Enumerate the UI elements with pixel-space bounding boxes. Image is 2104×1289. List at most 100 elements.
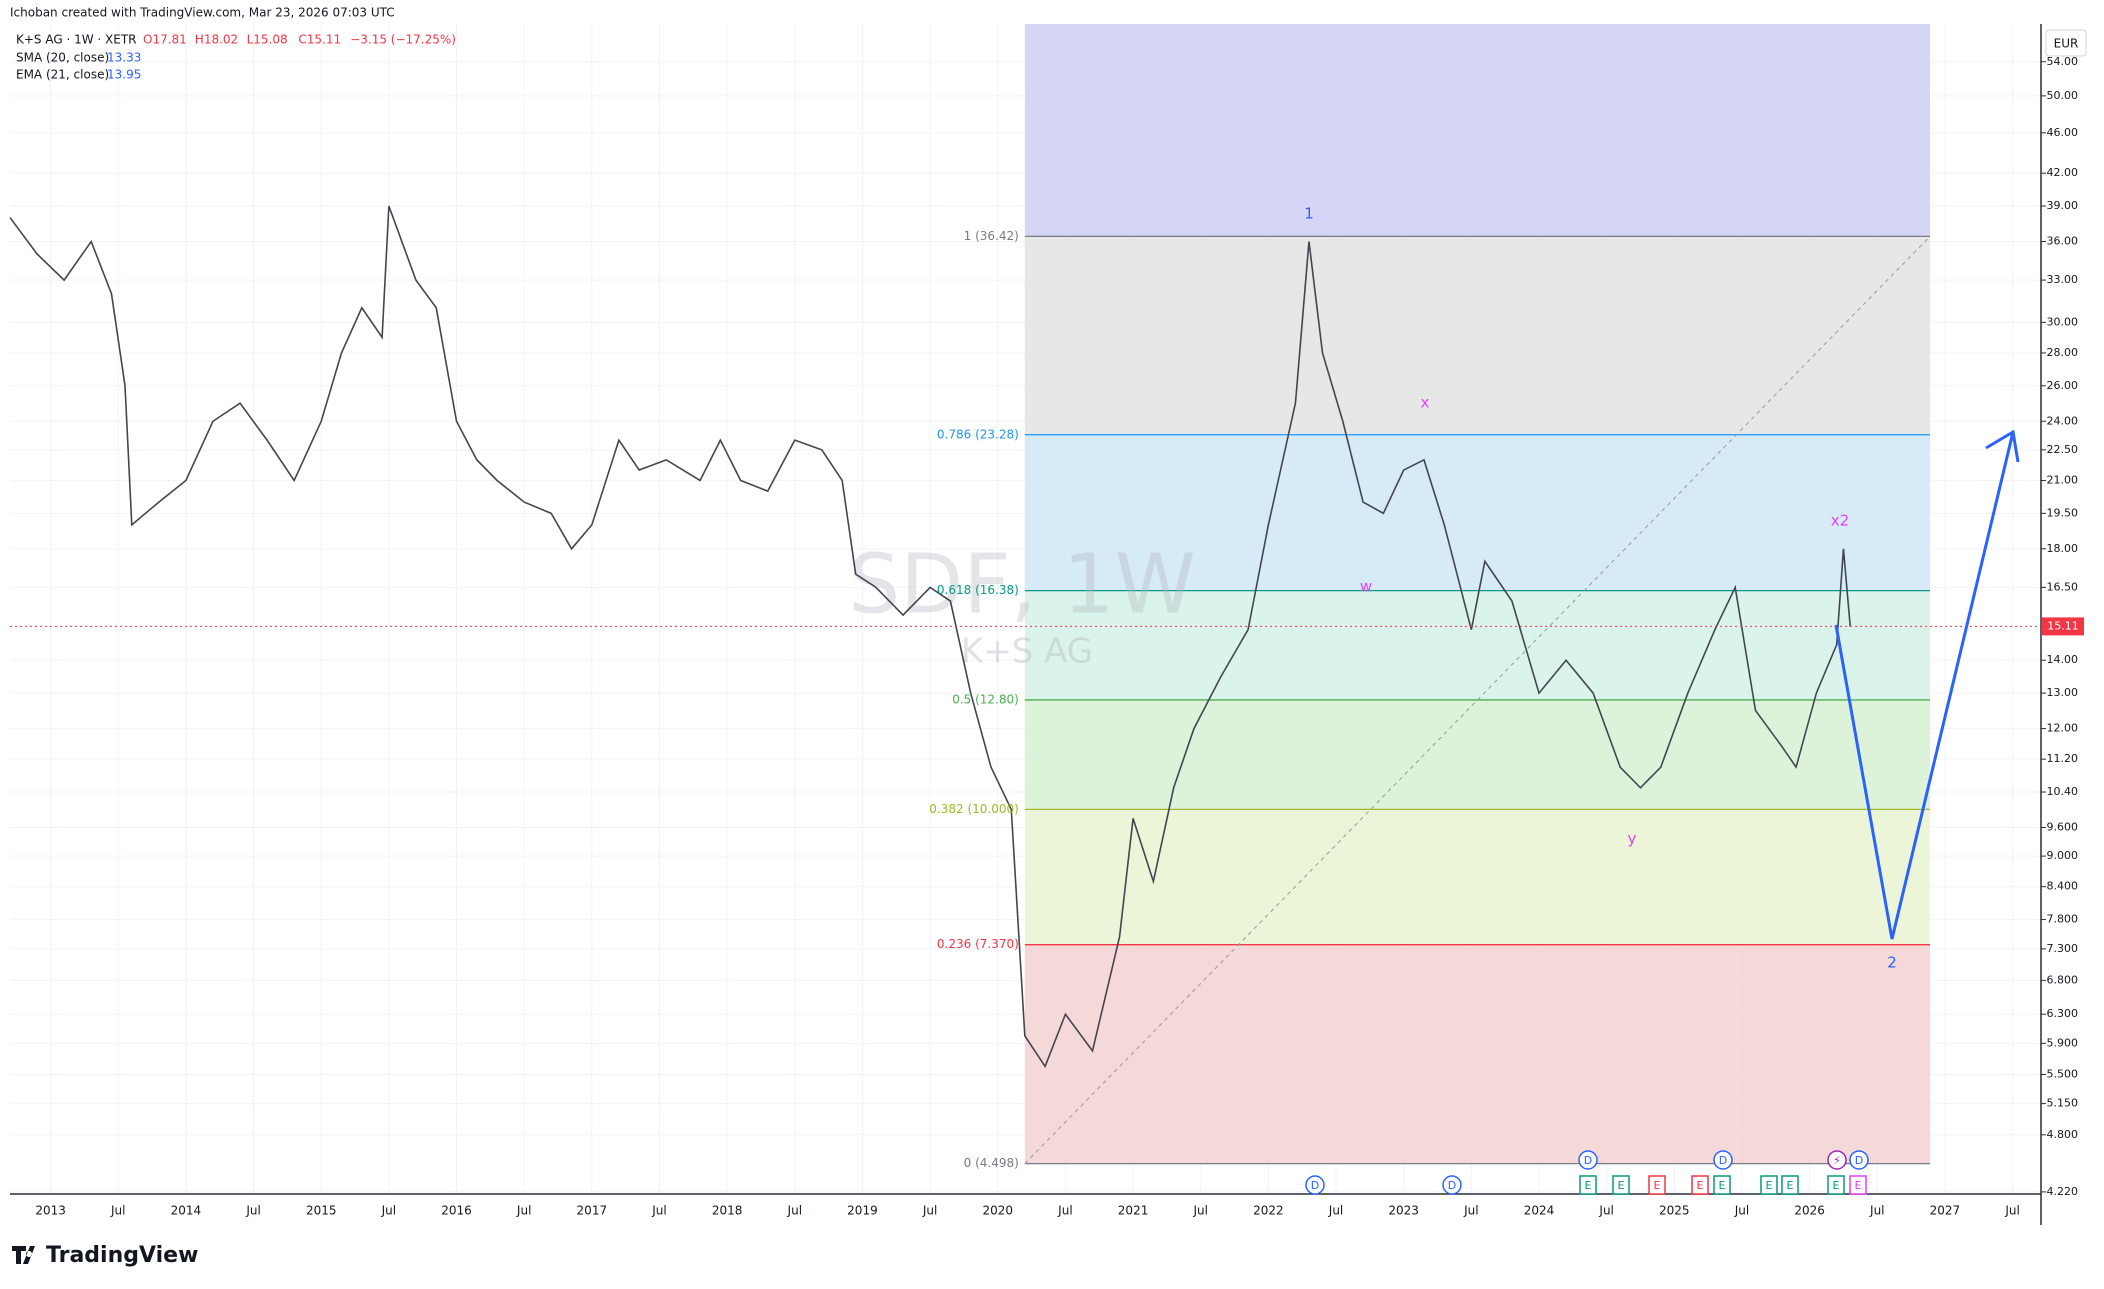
- x-tick-label: Jul: [1328, 1204, 1343, 1218]
- sma-value: 13.33: [107, 51, 141, 65]
- y-tick-label: 36.00: [2047, 235, 2079, 248]
- x-tick-label: 2016: [441, 1204, 472, 1218]
- fib-top-band: [1024, 24, 1931, 237]
- x-tick-label: 2022: [1253, 1204, 1284, 1218]
- fib-label: 1 (36.42): [964, 229, 1019, 243]
- x-tick-label: 2025: [1659, 1204, 1690, 1218]
- event-label: E: [1766, 1179, 1773, 1192]
- x-tick-label: Jul: [1734, 1204, 1749, 1218]
- wave-label: x2: [1831, 512, 1849, 530]
- event-label: E: [1855, 1179, 1862, 1192]
- x-tick-label: Jul: [1192, 1204, 1207, 1218]
- author-line: Ichoban created with TradingView.com, Ma…: [10, 6, 395, 20]
- x-tick-label: Jul: [651, 1204, 666, 1218]
- y-tick-label: 5.150: [2047, 1097, 2079, 1110]
- y-tick-label: 9.600: [2047, 821, 2079, 834]
- event-marker[interactable]: [1760, 1175, 1778, 1195]
- last-price-label: 15.11: [2047, 619, 2079, 632]
- x-tick-label: Jul: [2004, 1204, 2019, 1218]
- y-tick-label: 4.800: [2047, 1128, 2079, 1141]
- event-label: D: [1311, 1179, 1319, 1192]
- event-label: E: [1585, 1179, 1592, 1192]
- plot-area: SDF, 1WK+S AG: [9, 24, 2041, 1194]
- event-label: E: [1618, 1179, 1625, 1192]
- x-tick-label: Jul: [922, 1204, 937, 1218]
- fib-label: 0.236 (7.370): [937, 937, 1019, 951]
- x-tick-label: Jul: [110, 1204, 125, 1218]
- watermark-name: K+S AG: [961, 632, 1093, 672]
- fib-label: 0.618 (16.38): [937, 583, 1019, 597]
- fib-band: [1024, 699, 1931, 810]
- event-marker[interactable]: [1648, 1175, 1666, 1195]
- event-label: E: [1719, 1179, 1726, 1192]
- fib-band: [1024, 236, 1931, 435]
- y-tick-label: 4.220: [2047, 1185, 2079, 1198]
- event-marker[interactable]: [1781, 1175, 1799, 1195]
- projection-arrowhead: [1985, 429, 2020, 463]
- x-tick-label: Jul: [245, 1204, 260, 1218]
- watermark-ticker: SDF, 1W: [848, 537, 1196, 632]
- currency-box[interactable]: [2045, 29, 2087, 57]
- fib-band: [1024, 809, 1931, 945]
- y-tick-label: 10.40: [2047, 785, 2079, 798]
- event-marker[interactable]: [1827, 1175, 1845, 1195]
- x-tick-label: Jul: [516, 1204, 531, 1218]
- event-marker[interactable]: [1305, 1175, 1325, 1195]
- y-tick-label: 24.00: [2047, 414, 2079, 427]
- y-tick-label: 11.20: [2047, 752, 2079, 765]
- ohlc-value: −3.15 (−17.25%): [350, 33, 456, 47]
- event-marker[interactable]: [1713, 1150, 1733, 1170]
- ema-value: 13.95: [107, 68, 141, 82]
- event-label: E: [1654, 1179, 1661, 1192]
- event-marker[interactable]: [1691, 1175, 1709, 1195]
- x-tick-label: 2021: [1118, 1204, 1149, 1218]
- fib-band: [1024, 590, 1931, 700]
- y-tick-label: 54.00: [2047, 55, 2079, 68]
- event-marker[interactable]: [1578, 1150, 1598, 1170]
- y-tick-label: 22.50: [2047, 443, 2079, 456]
- y-tick-label: 33.00: [2047, 273, 2079, 286]
- x-tick-label: 2014: [171, 1204, 202, 1218]
- wave-label: 1: [1304, 205, 1314, 223]
- y-tick-label: 42.00: [2047, 166, 2079, 179]
- y-tick-label: 18.00: [2047, 542, 2079, 555]
- fib-band: [1024, 434, 1931, 591]
- y-tick-label: 9.000: [2047, 849, 2079, 862]
- x-tick-label: 2017: [577, 1204, 608, 1218]
- y-tick-label: 5.500: [2047, 1067, 2079, 1080]
- event-marker[interactable]: [1442, 1175, 1462, 1195]
- event-marker[interactable]: [1827, 1150, 1847, 1170]
- y-tick-label: 46.00: [2047, 126, 2079, 139]
- wave-label: y: [1628, 830, 1637, 848]
- event-marker[interactable]: [1849, 1175, 1867, 1195]
- sma-name: SMA (20, close): [16, 51, 109, 65]
- event-marker[interactable]: [1612, 1175, 1630, 1195]
- y-tick-label: 26.00: [2047, 379, 2079, 392]
- x-tick-label: Jul: [787, 1204, 802, 1218]
- ohlc-value: L15.08: [247, 33, 288, 47]
- y-tick-label: 14.00: [2047, 653, 2079, 666]
- ema-name: EMA (21, close): [16, 68, 109, 82]
- event-label: D: [1855, 1154, 1863, 1167]
- y-tick-label: 50.00: [2047, 89, 2079, 102]
- currency: EUR: [2054, 37, 2079, 51]
- logo-icon: [12, 1246, 35, 1264]
- fib-band: [1024, 944, 1931, 1164]
- y-tick-label: 6.300: [2047, 1007, 2079, 1020]
- event-marker[interactable]: [1579, 1175, 1597, 1195]
- event-marker[interactable]: [1713, 1175, 1731, 1195]
- y-tick-label: 13.00: [2047, 686, 2079, 699]
- y-tick-label: 30.00: [2047, 315, 2079, 328]
- x-tick-label: 2018: [712, 1204, 743, 1218]
- x-tick-label: Jul: [381, 1204, 396, 1218]
- x-tick-label: Jul: [1057, 1204, 1072, 1218]
- event-marker[interactable]: [1849, 1150, 1869, 1170]
- x-tick-label: 2024: [1524, 1204, 1555, 1218]
- event-label: D: [1719, 1154, 1727, 1167]
- last-price-box: [2042, 617, 2084, 636]
- logo-text: TradingView: [46, 1243, 198, 1268]
- event-label: E: [1787, 1179, 1794, 1192]
- y-tick-label: 28.00: [2047, 346, 2079, 359]
- x-tick-label: Jul: [1598, 1204, 1613, 1218]
